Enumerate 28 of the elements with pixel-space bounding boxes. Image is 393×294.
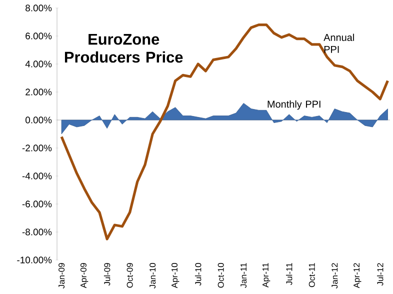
y-tick-label: -6.00% <box>22 200 52 208</box>
x-tick-label: Jan-11 <box>240 263 247 288</box>
y-tick-label: -4.00% <box>22 172 52 180</box>
x-tick-label: Jul-11 <box>286 263 292 286</box>
text: EuroZone Producers Price <box>64 34 183 63</box>
x-tick-label: Jan-09 <box>58 263 65 288</box>
series-label: Annual PPI <box>324 34 354 53</box>
x-tick-label: Jul-10 <box>194 263 202 286</box>
x-tick-label: Apr-10 <box>172 263 180 288</box>
x-tick-label: Apr-12 <box>354 263 362 288</box>
y-tick-label: 6.00% <box>26 32 52 40</box>
x-tick-label: Oct-09 <box>126 263 133 288</box>
y-tick-label: -8.00% <box>22 228 52 236</box>
x-tick-label: Jan-12 <box>332 263 338 288</box>
x-tick-label: Apr-11 <box>262 263 270 288</box>
y-tick-label: -2.00% <box>22 144 52 152</box>
y-tick-label: 0.00% <box>26 116 52 124</box>
x-tick-label: Jul-09 <box>104 263 110 286</box>
x-tick-label: Jan-10 <box>150 263 156 288</box>
x-tick-label: Apr-09 <box>80 263 88 288</box>
x-tick-label: Jul-12 <box>377 263 384 286</box>
y-tick-label: 8.00% <box>26 4 52 12</box>
y-tick-label: 4.00% <box>25 60 52 68</box>
x-tick-label: Oct-10 <box>218 263 224 288</box>
series-label: Monthly PPI <box>268 100 320 110</box>
y-tick-label: 2.00% <box>26 88 52 96</box>
x-tick-label: Oct-11 <box>308 263 315 288</box>
y-tick-label: -10.00% <box>17 256 52 264</box>
